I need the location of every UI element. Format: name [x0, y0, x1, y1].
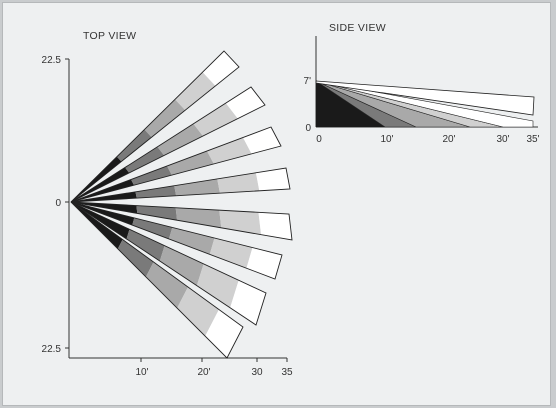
top-view-beam-fan — [70, 50, 293, 359]
diagram-frame: TOP VIEW 22.5 0 22.5 10' 20' 30 35 SIDE … — [2, 2, 551, 406]
top-view-beam-zone — [174, 178, 220, 196]
top-view-beam-outline — [70, 167, 291, 203]
top-view-beam — [70, 201, 293, 241]
top-view-beam-zone — [116, 129, 152, 162]
top-view-x-label-10: 10' — [135, 367, 148, 378]
top-view-beam-zone — [177, 287, 219, 337]
side-view: SIDE VIEW 7' 0 0 10' 20' 30' 35' — [304, 22, 540, 145]
side-view-x-label-30: 30' — [496, 134, 509, 145]
top-view-beam-zone — [159, 245, 204, 286]
side-view-y-label-0: 0 — [305, 123, 311, 134]
side-view-x-label-20: 20' — [442, 134, 455, 145]
top-view-beam-zone — [205, 309, 243, 358]
top-view-beam-outline — [70, 201, 244, 359]
top-view-beam-zone — [219, 210, 262, 235]
top-view-beam-zone — [230, 280, 266, 325]
top-view-beam-zone — [193, 103, 238, 137]
top-view-beam-zone — [209, 238, 253, 269]
top-view-beam-zone — [258, 212, 292, 240]
top-view-y-label-center: 0 — [55, 198, 61, 209]
top-view-beam-zone — [132, 217, 173, 239]
side-view-x-label-10: 10' — [380, 134, 393, 145]
top-view-beam-zone — [202, 51, 239, 86]
top-view-beam-zone — [71, 156, 122, 202]
top-view-beam-zone — [71, 202, 123, 249]
top-view-beam-outline — [70, 201, 283, 280]
top-view-beam — [70, 167, 291, 203]
top-view-beam-zone — [175, 72, 216, 111]
top-view-beam — [70, 201, 244, 359]
side-view-y-label-7: 7' — [304, 76, 312, 87]
top-view-beam-zone — [196, 263, 239, 308]
top-view-beam-zone — [136, 205, 178, 221]
side-beam-long-range — [315, 80, 535, 116]
top-view-beam-zone — [157, 123, 203, 156]
side-view-x-label-0: 0 — [316, 134, 322, 145]
top-view-beam-zone — [225, 87, 265, 119]
top-view-beam-zone — [126, 229, 165, 262]
top-view-beam-zone — [255, 168, 290, 191]
top-view-beam-zone — [207, 137, 252, 164]
top-view-beam-zone — [117, 239, 154, 277]
top-view-beam-zone — [175, 207, 222, 228]
top-view-x-label-35: 35 — [281, 367, 293, 378]
top-view-x-label-20: 20' — [197, 367, 210, 378]
top-view-beam-outline — [70, 201, 267, 326]
top-view-beam-zone — [135, 185, 177, 199]
top-view-beam-zone — [131, 166, 172, 186]
side-beam-far-lower — [315, 80, 534, 128]
top-view-beam-zone — [125, 146, 165, 173]
top-view-x-label-30: 30 — [251, 367, 263, 378]
top-view-beam-outline — [70, 201, 293, 241]
top-view-beam-outline — [70, 50, 240, 203]
top-view-beam — [70, 126, 282, 203]
top-view-beam-outline — [70, 86, 266, 203]
top-view-beam-zone — [71, 167, 130, 202]
top-view-beam-zone — [145, 262, 188, 309]
top-view-beam-zone — [168, 227, 215, 255]
top-view: TOP VIEW 22.5 0 22.5 10' 20' 30 35 — [42, 30, 293, 378]
top-view-beam-zone — [167, 151, 214, 176]
top-view-y-label-top: 22.5 — [42, 55, 62, 66]
detection-pattern-diagram: TOP VIEW 22.5 0 22.5 10' 20' 30 35 SIDE … — [42, 22, 540, 378]
top-view-beam — [70, 201, 267, 326]
top-view-beam-outline — [70, 126, 282, 203]
top-view-beam-zone — [217, 172, 260, 194]
top-view-beam — [70, 50, 240, 203]
top-view-beam-zone — [144, 99, 186, 138]
top-view-title: TOP VIEW — [83, 30, 136, 42]
top-view-beam — [70, 86, 266, 203]
top-view-y-label-bottom: 22.5 — [42, 344, 62, 355]
top-view-beam-zone — [243, 127, 281, 154]
top-view-beam — [70, 201, 283, 280]
side-view-x-label-35: 35' — [526, 134, 539, 145]
side-view-title: SIDE VIEW — [329, 22, 386, 34]
